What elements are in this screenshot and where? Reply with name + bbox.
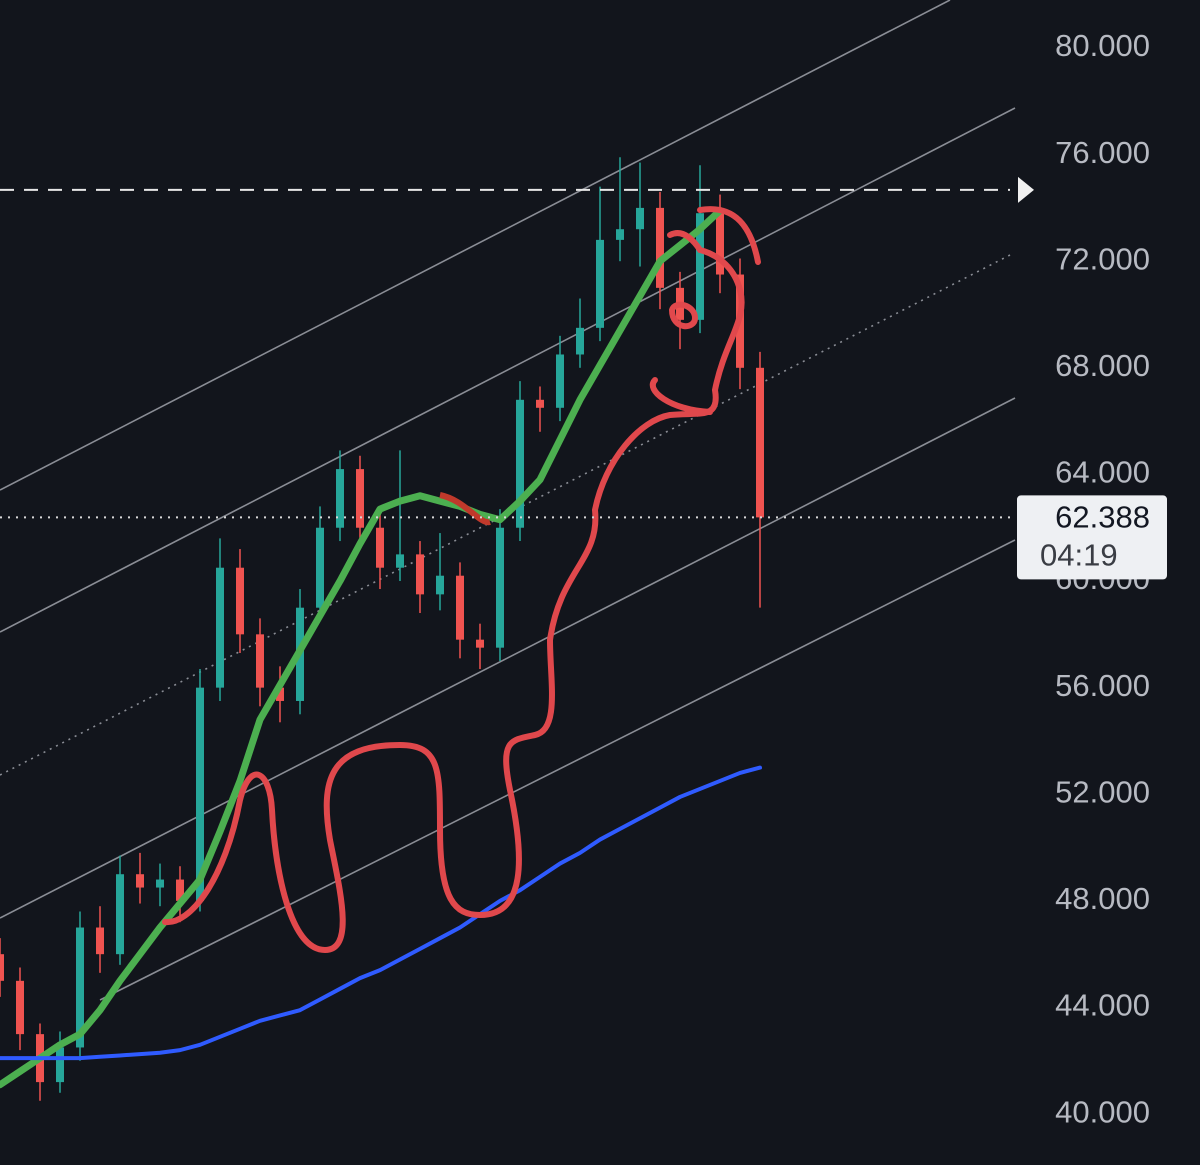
y-tick-label: 44.000 (1055, 988, 1150, 1023)
y-tick-label: 80.000 (1055, 28, 1150, 63)
candle-body (636, 207, 644, 230)
candle-body (436, 575, 444, 595)
candle-body (496, 527, 504, 648)
candle-body (316, 527, 324, 608)
candle-body (216, 567, 224, 688)
candle-body (176, 879, 184, 901)
y-tick-label: 68.000 (1055, 348, 1150, 383)
candle-body (616, 229, 624, 240)
candle-body (276, 687, 284, 701)
y-tick-label: 56.000 (1055, 668, 1150, 703)
channel-line (99, 539, 1016, 1001)
candle-body (516, 399, 524, 528)
candle-body (756, 367, 764, 518)
channel-line (0, 0, 951, 491)
candle-body (596, 239, 604, 328)
drawing (439, 492, 491, 526)
price-label: 62.388 (1055, 500, 1150, 535)
candle-body (716, 213, 724, 275)
countdown: 04:19 (1040, 538, 1118, 573)
candle-body (76, 927, 84, 1048)
candle-body (476, 639, 484, 648)
candle-body (136, 874, 144, 888)
candle-body (56, 1047, 64, 1083)
candle-body (356, 469, 364, 528)
candle-body (396, 554, 404, 568)
candle-body (696, 213, 704, 320)
candle-body (0, 954, 4, 981)
candle-body (416, 554, 424, 595)
channel-line (0, 107, 1016, 633)
alert-marker (1018, 176, 1034, 203)
moving-average (0, 207, 724, 1089)
candle-body (336, 469, 344, 528)
candle-body (96, 927, 104, 955)
moving-average (0, 765, 762, 1061)
drawing (162, 206, 761, 954)
candle-body (536, 399, 544, 408)
candle-body (256, 634, 264, 688)
y-tick-label: 52.000 (1055, 774, 1150, 809)
y-tick-label: 64.000 (1055, 455, 1150, 490)
y-tick-label: 72.000 (1055, 241, 1150, 276)
candle-body (456, 575, 464, 640)
candle-body (116, 874, 124, 955)
candle-body (656, 207, 664, 288)
candle-body (236, 567, 244, 635)
y-tick-label: 40.000 (1055, 1094, 1150, 1129)
candle-body (376, 527, 384, 568)
candle-body (196, 687, 204, 901)
price-label-box (1017, 495, 1167, 580)
y-tick-label: 48.000 (1055, 881, 1150, 916)
candle-body (576, 327, 584, 355)
candle-body (156, 879, 164, 888)
candle-body (16, 980, 24, 1035)
channel-line (0, 397, 1016, 919)
candle-body (556, 354, 564, 408)
y-tick-label: 76.000 (1055, 135, 1150, 170)
